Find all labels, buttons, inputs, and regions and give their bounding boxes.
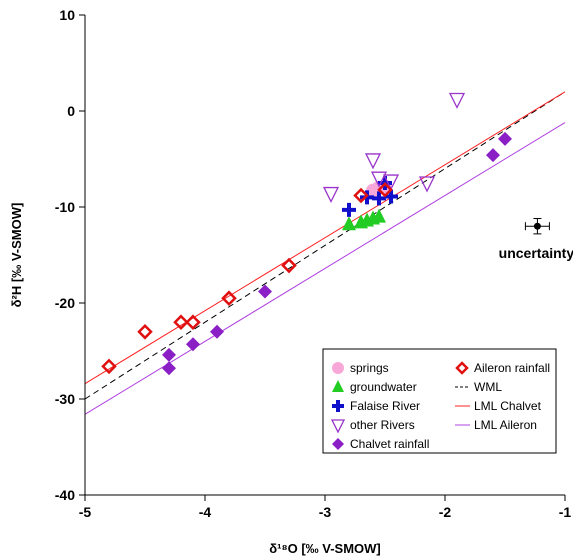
x-axis-label: δ¹⁸O [‰ V-SMOW] — [269, 541, 381, 556]
uncertainty-point — [533, 222, 541, 230]
point-other-rivers — [448, 92, 466, 109]
point-falaise-river — [372, 191, 386, 206]
point-falaise-river — [384, 189, 398, 204]
line-wml — [84, 91, 566, 400]
legend-marker-chalvet-rainfall — [332, 438, 344, 450]
uncertainty-annotation: uncertainty — [499, 218, 573, 261]
y-tick-label: -30 — [55, 391, 75, 407]
legend-label: Falaise River — [350, 399, 420, 413]
y-tick-label: -40 — [55, 487, 75, 503]
point-groundwater — [372, 208, 386, 223]
legend-marker-springs — [332, 362, 344, 374]
point-aileron-rainfall — [281, 257, 297, 274]
legend-label: springs — [350, 361, 389, 375]
legend-marker-falaise-river — [332, 400, 344, 412]
legend-marker-other-rivers — [330, 419, 346, 434]
legend-label: Chalvet rainfall — [350, 437, 429, 451]
uncertainty-label: uncertainty — [499, 245, 573, 261]
line-lml-chalvet — [84, 91, 566, 385]
point-chalvet-rainfall — [210, 324, 224, 339]
legend-box — [322, 348, 557, 454]
point-chalvet-rainfall — [486, 148, 500, 163]
point-chalvet-rainfall — [258, 284, 272, 299]
point-other-rivers — [364, 153, 382, 170]
legend-label: other Rivers — [350, 418, 415, 432]
point-aileron-rainfall — [137, 324, 153, 340]
legend-label: Aileron rainfall — [474, 361, 550, 375]
legend-marker-aileron-rainfall — [455, 361, 469, 375]
point-falaise-river — [342, 202, 356, 217]
x-tick-label: -3 — [319, 504, 332, 520]
point-other-rivers — [382, 174, 400, 191]
legend-label: LML Aileron — [474, 418, 537, 432]
point-aileron-rainfall — [221, 290, 237, 306]
y-tick-label: 0 — [67, 103, 75, 119]
x-tick-label: -5 — [79, 504, 92, 520]
point-other-rivers — [322, 186, 340, 204]
x-tick-label: -4 — [199, 504, 212, 520]
point-chalvet-rainfall — [186, 337, 200, 352]
y-tick-label: 10 — [59, 7, 75, 23]
legend-label: LML Chalvet — [474, 399, 542, 413]
point-falaise-river — [360, 190, 374, 205]
point-aileron-rainfall — [185, 314, 201, 330]
point-aileron-rainfall — [101, 358, 117, 375]
legend: springs groundwater Falaise River other Riv… — [322, 348, 557, 454]
y-axis-label: δ²H [‰ V-SMOW] — [9, 203, 24, 308]
point-other-rivers — [418, 176, 436, 193]
point-aileron-rainfall — [173, 314, 189, 330]
point-chalvet-rainfall — [162, 347, 176, 362]
y-tick-label: -10 — [55, 199, 75, 215]
axis-ticks: -5 -4 -3 -2 -1 10 0 -10 -20 -30 -40 — [55, 7, 572, 520]
x-tick-label: -2 — [439, 504, 452, 520]
x-tick-label: -1 — [559, 504, 572, 520]
legend-marker-groundwater — [332, 380, 344, 392]
point-aileron-rainfall — [377, 181, 393, 198]
legend-label: groundwater — [350, 380, 417, 394]
legend-label: WML — [474, 380, 502, 394]
y-tick-label: -20 — [55, 295, 75, 311]
point-chalvet-rainfall — [162, 361, 176, 376]
point-chalvet-rainfall — [498, 131, 512, 146]
point-groundwater — [342, 216, 356, 231]
point-other-rivers — [370, 171, 388, 188]
point-aileron-rainfall — [353, 187, 369, 204]
data-points — [101, 92, 512, 376]
